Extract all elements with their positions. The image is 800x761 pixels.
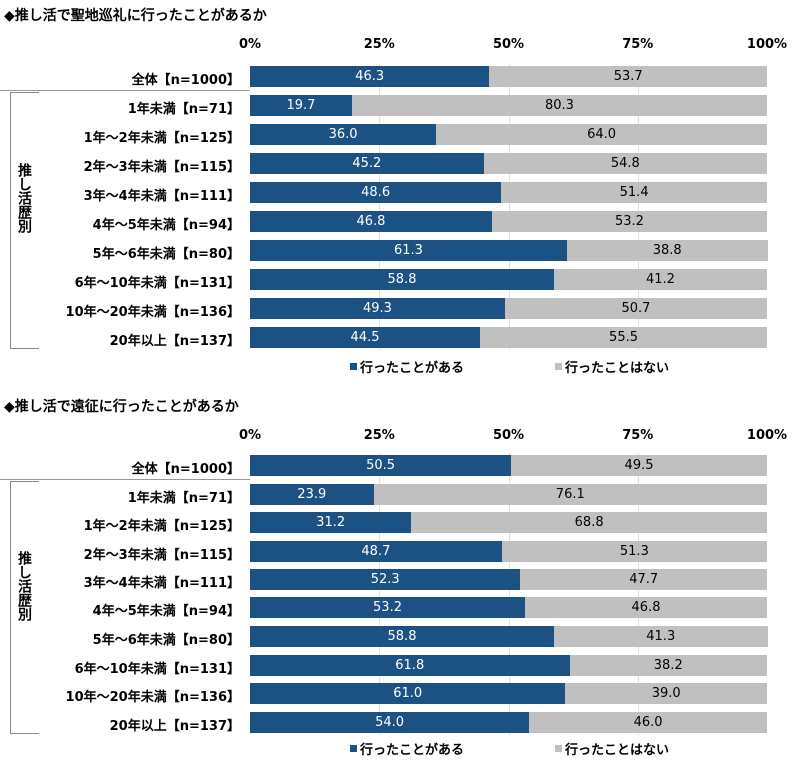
category-label: 全体【n=1000】	[131, 462, 240, 477]
bar-segment-visited: 31.2	[250, 512, 412, 533]
legend-label: 行ったことがある	[360, 361, 465, 376]
category-label: 2年～3年未満【n=115】	[83, 548, 240, 563]
bar-segment-visited: 52.3	[250, 569, 521, 590]
legend-swatch	[350, 363, 357, 370]
chart-title: ◆推し活で遠征に行ったことがあるか	[4, 399, 239, 415]
legend-swatch	[555, 363, 562, 370]
bar-segment-visited: 49.3	[250, 298, 505, 319]
bar-segment-visited: 50.5	[250, 455, 512, 476]
bar-segment-never: 53.2	[491, 211, 767, 232]
bar-segment-visited: 48.6	[250, 182, 502, 203]
bar-segment-never: 38.2	[569, 655, 767, 676]
group-label: 推し活歴別	[16, 551, 32, 621]
axis-tick-label: 25%	[363, 37, 395, 52]
axis-tick-label: 50%	[492, 37, 525, 52]
bar-segment-never: 64.0	[436, 124, 767, 145]
group-separator	[0, 90, 250, 91]
bar-segment-visited: 53.2	[250, 597, 526, 618]
bar-segment-visited: 36.0	[250, 124, 437, 145]
bar-segment-visited: 46.8	[250, 211, 492, 232]
bar-segment-visited: 44.5	[250, 327, 481, 348]
bar-segment-never: 47.7	[520, 569, 767, 590]
category-label: 6年～10年未満【n=131】	[74, 662, 240, 677]
bar-segment-never: 53.7	[489, 66, 767, 87]
gridline	[508, 64, 510, 350]
legend-item: 行ったことはない	[555, 739, 669, 758]
bar-segment-never: 51.3	[501, 541, 767, 562]
bar-segment-visited: 61.8	[250, 655, 570, 676]
axis-tick-label: 0%	[238, 428, 262, 443]
bar-segment-visited: 61.3	[250, 240, 567, 261]
bar-segment-visited: 61.0	[250, 683, 566, 704]
bar-segment-visited: 48.7	[250, 541, 502, 562]
bar-segment-never: 68.8	[411, 512, 767, 533]
bar-segment-never: 50.7	[504, 298, 767, 319]
bar-segment-never: 54.8	[483, 153, 767, 174]
legend-label: 行ったことはない	[565, 743, 670, 758]
category-label: 3年～4年未満【n=111】	[83, 576, 240, 591]
legend-item: 行ったことがある	[350, 357, 464, 376]
gridline	[637, 64, 639, 350]
group-label: 推し活歴別	[16, 163, 32, 233]
bar-segment-visited: 19.7	[250, 95, 352, 116]
group-bracket	[10, 92, 39, 349]
bar-segment-visited: 46.3	[250, 66, 490, 87]
bar-segment-never: 51.4	[501, 182, 767, 203]
bar-segment-never: 46.8	[525, 597, 767, 618]
axis-tick-label: 100%	[746, 37, 788, 52]
bar-segment-never: 38.8	[566, 240, 768, 261]
category-label: 1年未満【n=71】	[127, 102, 240, 117]
bar-segment-visited: 23.9	[250, 484, 374, 505]
category-label: 10年～20年未満【n=136】	[65, 305, 240, 320]
axis-tick-label: 50%	[492, 428, 525, 443]
category-label: 1年～2年未満【n=125】	[83, 519, 240, 534]
bar-segment-never: 76.1	[373, 484, 767, 505]
legend-swatch	[350, 745, 357, 752]
bar-segment-visited: 54.0	[250, 712, 530, 733]
axis-tick-label: 25%	[363, 428, 395, 443]
legend-label: 行ったことはない	[565, 361, 670, 376]
category-label: 4年～5年未満【n=94】	[92, 218, 240, 233]
category-label: 3年～4年未満【n=111】	[83, 189, 240, 204]
group-bracket	[10, 481, 39, 734]
category-label: 2年～3年未満【n=115】	[83, 160, 240, 175]
gridline	[379, 453, 381, 735]
category-label: 20年以上【n=137】	[109, 719, 240, 734]
category-label: 6年～10年未満【n=131】	[74, 276, 240, 291]
chart-title: ◆推し活で聖地巡礼に行ったことがあるか	[4, 8, 267, 24]
bar-segment-never: 46.0	[529, 712, 767, 733]
bar-segment-never: 49.5	[511, 455, 767, 476]
bar-segment-never: 41.2	[553, 269, 767, 290]
legend-swatch	[555, 745, 562, 752]
bar-segment-visited: 58.8	[250, 269, 554, 290]
group-separator	[0, 479, 250, 480]
gridline	[379, 64, 381, 350]
axis-tick-label: 75%	[622, 428, 654, 443]
category-label: 10年～20年未満【n=136】	[65, 690, 240, 705]
category-label: 全体【n=1000】	[131, 73, 240, 88]
category-label: 5年～6年未満【n=80】	[92, 633, 240, 648]
category-label: 4年～5年未満【n=94】	[92, 604, 240, 619]
gridline	[508, 453, 510, 735]
axis-tick-label: 100%	[746, 428, 788, 443]
legend-item: 行ったことがある	[350, 739, 464, 758]
bar-segment-never: 80.3	[351, 95, 767, 116]
bar-segment-never: 41.3	[553, 626, 768, 647]
legend-item: 行ったことはない	[555, 357, 669, 376]
category-label: 1年～2年未満【n=125】	[83, 131, 240, 146]
category-label: 1年未満【n=71】	[127, 491, 240, 506]
bar-segment-never: 55.5	[480, 327, 767, 348]
bar-segment-visited: 45.2	[250, 153, 484, 174]
category-label: 20年以上【n=137】	[109, 334, 240, 349]
category-label: 5年～6年未満【n=80】	[92, 247, 240, 262]
gridline	[637, 453, 639, 735]
bar-segment-never: 39.0	[565, 683, 767, 704]
axis-tick-label: 0%	[238, 37, 262, 52]
bar-segment-visited: 58.8	[250, 626, 554, 647]
axis-tick-label: 75%	[622, 37, 654, 52]
legend-label: 行ったことがある	[360, 743, 465, 758]
